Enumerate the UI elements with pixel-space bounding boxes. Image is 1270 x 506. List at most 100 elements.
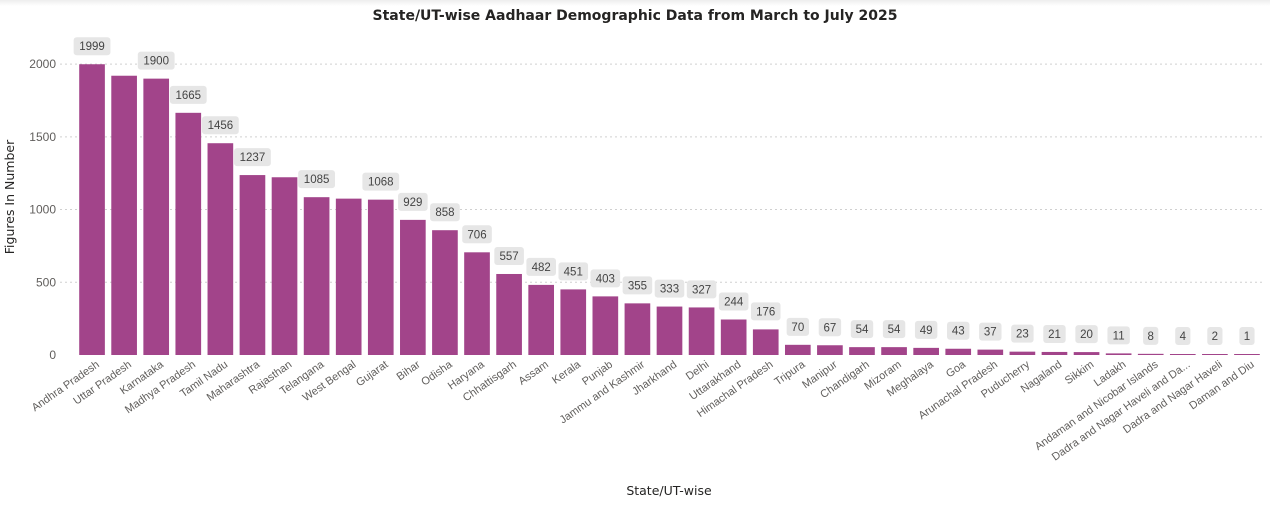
bar[interactable]: [1009, 351, 1036, 355]
data-label-text: 557: [500, 251, 519, 263]
data-label-background: [882, 320, 906, 339]
bar[interactable]: [945, 348, 972, 355]
data-label-background: [1107, 326, 1130, 345]
bar[interactable]: [1169, 354, 1196, 355]
bar[interactable]: [1234, 354, 1260, 355]
data-label: 482: [526, 257, 556, 276]
bar[interactable]: [624, 303, 651, 355]
data-label: 21: [1043, 324, 1066, 343]
data-label: 557: [494, 246, 524, 265]
y-tick-label: 1000: [29, 203, 56, 217]
x-tick-label: Sikkim: [1063, 359, 1096, 387]
bar[interactable]: [1202, 354, 1228, 355]
bar[interactable]: [1137, 353, 1164, 355]
data-label-text: 858: [435, 207, 454, 219]
y-axis-title: Figures In Number: [2, 139, 17, 254]
data-label-text: 37: [984, 327, 997, 339]
data-label-background: [462, 225, 492, 244]
data-label-background: [947, 321, 970, 340]
data-label: 1: [1239, 327, 1255, 345]
bar[interactable]: [175, 112, 202, 356]
data-label: 1900: [137, 51, 175, 70]
data-label-text: 21: [1048, 329, 1061, 341]
bar[interactable]: [400, 219, 426, 355]
bar[interactable]: [784, 344, 811, 355]
bar[interactable]: [1073, 352, 1100, 355]
y-tick-label: 0: [49, 348, 56, 362]
data-label-background: [201, 116, 239, 135]
bar[interactable]: [528, 284, 555, 355]
bar[interactable]: [592, 296, 619, 355]
bar[interactable]: [271, 177, 298, 355]
bar[interactable]: [79, 64, 105, 356]
data-label-text: 706: [467, 229, 486, 241]
bar[interactable]: [239, 175, 266, 355]
data-label-background: [850, 320, 874, 339]
data-label: 43: [947, 321, 970, 340]
data-label-background: [558, 262, 589, 281]
bar[interactable]: [560, 289, 587, 355]
data-label-text: 1456: [208, 120, 234, 132]
top-border: [0, 0, 1270, 6]
data-label: 20: [1075, 325, 1098, 344]
bar[interactable]: [432, 230, 458, 355]
bar[interactable]: [367, 199, 394, 355]
data-label-background: [398, 192, 428, 211]
data-label-background: [718, 292, 749, 311]
data-label-background: [818, 318, 842, 337]
bar[interactable]: [335, 198, 362, 355]
x-tick-label: Assam: [516, 359, 550, 388]
data-label-background: [654, 279, 685, 298]
data-label: 8: [1143, 326, 1159, 345]
x-axis-title: State/UT-wise: [626, 483, 712, 498]
bar[interactable]: [1041, 351, 1068, 355]
data-label: 244: [718, 292, 749, 311]
bar[interactable]: [111, 75, 137, 356]
data-label-text: 1237: [240, 152, 266, 164]
bar[interactable]: [688, 307, 715, 355]
x-tick-label: Gujarat: [354, 359, 390, 390]
data-label: 23: [1011, 324, 1034, 343]
data-label: 1665: [169, 85, 207, 104]
bar[interactable]: [496, 273, 522, 355]
data-label-background: [786, 317, 810, 336]
data-label-text: 1900: [143, 56, 169, 68]
data-label-background: [169, 85, 207, 104]
bar[interactable]: [913, 347, 939, 355]
data-label-background: [590, 269, 621, 288]
data-label: 403: [590, 269, 621, 288]
data-label-text: 8: [1148, 331, 1154, 343]
data-label-text: 1: [1244, 331, 1250, 343]
bar[interactable]: [207, 143, 234, 355]
bar[interactable]: [752, 329, 779, 355]
data-label-background: [914, 320, 938, 339]
data-label: 333: [654, 279, 685, 298]
data-label: 858: [430, 203, 460, 222]
bar[interactable]: [817, 345, 843, 355]
data-label-text: 403: [596, 273, 615, 285]
data-label-background: [234, 148, 271, 167]
data-label-background: [1175, 327, 1191, 345]
bar[interactable]: [656, 306, 683, 355]
bar[interactable]: [849, 347, 875, 355]
data-label-text: 67: [824, 322, 837, 334]
data-label-text: 333: [660, 284, 679, 296]
bar[interactable]: [977, 349, 1004, 355]
y-tick-label: 500: [36, 275, 56, 289]
data-label: 11: [1107, 326, 1130, 345]
data-label-background: [979, 322, 1002, 341]
data-label-text: 1085: [304, 174, 330, 186]
data-label-text: 1999: [79, 41, 105, 53]
data-label-text: 355: [628, 280, 647, 292]
bar[interactable]: [720, 319, 747, 355]
bar[interactable]: [1105, 353, 1132, 355]
bar[interactable]: [303, 197, 330, 355]
bar[interactable]: [464, 252, 490, 355]
data-label: 451: [558, 262, 589, 281]
bar[interactable]: [881, 347, 907, 355]
bar[interactable]: [143, 78, 170, 356]
data-label-text: 54: [888, 324, 901, 336]
